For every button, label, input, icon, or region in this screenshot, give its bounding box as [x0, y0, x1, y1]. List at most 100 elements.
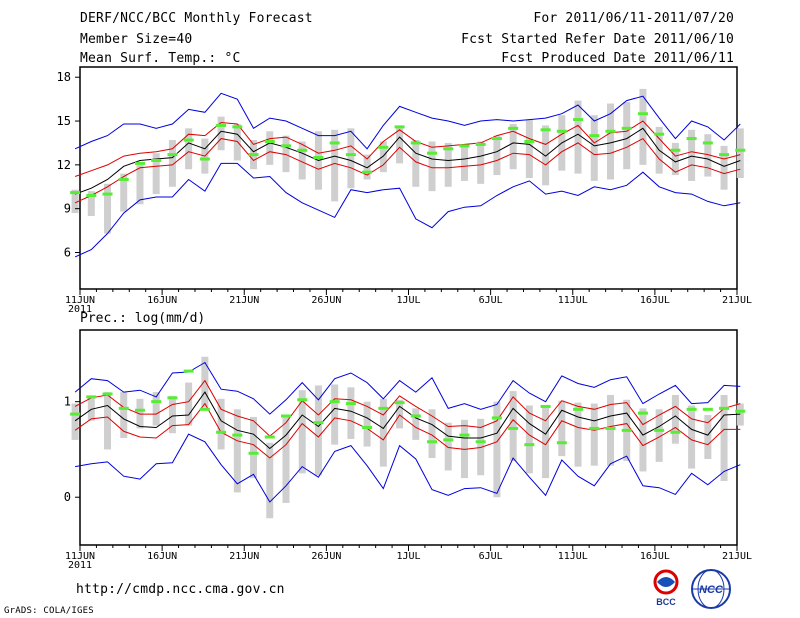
precipitation-median-mark	[443, 438, 454, 442]
temperature-ytick-label: 6	[64, 245, 71, 259]
precipitation-box	[298, 390, 306, 474]
temperature-median-mark	[362, 170, 373, 174]
temperature-median-mark	[394, 125, 405, 129]
precipitation-box	[639, 408, 647, 472]
bcc-logo-icon: BCC	[653, 569, 679, 607]
precipitation-median-mark	[654, 428, 665, 432]
precipitation-xtick-label: 11JUN	[65, 551, 95, 562]
precipitation-median-mark	[118, 406, 129, 410]
temperature-box	[412, 140, 420, 187]
precipitation-box	[331, 384, 339, 445]
temperature-box	[282, 135, 290, 173]
temperature-xtick-label: 1JUL	[396, 295, 420, 306]
temperature-panel: 6 9 12 15 18 11JUN 16JUN 21JUN 26JUN 1JUL 6JUL 11JU…	[57, 66, 752, 315]
temperature-median-mark	[508, 126, 519, 130]
temperature-median-mark	[427, 151, 438, 155]
precipitation-box	[168, 395, 176, 434]
precipitation-median-mark	[151, 400, 162, 404]
temperature-lower-line	[74, 137, 741, 204]
precipitation-median-mark	[605, 426, 616, 430]
temperature-median-mark	[443, 147, 454, 151]
precipitation-median-mark	[248, 451, 259, 455]
temperature-box	[688, 129, 696, 181]
precipitation-median-mark	[427, 440, 438, 444]
temperature-median-mark	[670, 148, 681, 152]
precipitation-median-mark	[508, 426, 519, 430]
temperature-median-mark	[524, 139, 535, 143]
source-url[interactable]: http://cmdp.ncc.cma.gov.cn	[76, 582, 285, 597]
temperature-median-mark	[621, 126, 632, 130]
precipitation-box	[606, 394, 614, 466]
precipitation-box	[704, 415, 712, 459]
precipitation-box	[71, 403, 79, 440]
precipitation-ytick-label: 1	[64, 395, 71, 409]
temperature-median-mark	[151, 158, 162, 162]
precipitation-median-mark	[134, 408, 145, 412]
temperature-box	[379, 141, 387, 173]
temperature-box	[120, 173, 128, 212]
precipitation-year-label: 2011	[68, 560, 92, 571]
precipitation-box	[233, 409, 241, 493]
precipitation-median-mark	[524, 443, 535, 447]
precipitation-median-mark	[719, 406, 730, 410]
precipitation-box	[347, 387, 355, 439]
temperature-median-mark	[589, 134, 600, 138]
ncc-logo-icon: NCC	[691, 569, 731, 609]
temperature-median-mark	[491, 137, 502, 141]
temperature-box	[217, 116, 225, 151]
temperature-box	[606, 103, 614, 180]
temperature-median-mark	[735, 148, 746, 152]
temperature-median-mark	[459, 144, 470, 148]
ncc-logo-text: NCC	[699, 584, 724, 596]
precipitation-xtick-label: 16JUL	[640, 551, 670, 562]
precipitation-box	[444, 422, 452, 471]
precipitation-variable-label: Prec.: log(mm/d)	[80, 311, 205, 326]
precipitation-box	[396, 399, 404, 429]
temperature-box	[574, 100, 582, 174]
precipitation-median-mark	[378, 406, 389, 410]
temperature-median-mark	[134, 161, 145, 165]
precipitation-box	[655, 409, 663, 462]
temperature-box	[347, 128, 355, 189]
temperature-median-mark	[345, 153, 356, 157]
temperature-ytick-label: 9	[64, 202, 71, 216]
temperature-median-mark	[102, 192, 113, 196]
temperature-box	[396, 125, 404, 164]
precipitation-xtick-label: 26JUN	[311, 551, 341, 562]
temperature-xtick-label: 6JUL	[479, 295, 503, 306]
precipitation-median-mark	[199, 407, 210, 411]
temperature-box	[152, 153, 160, 195]
temperature-xtick-label: 21JUN	[229, 295, 259, 306]
variable-label: Mean Surf. Temp.: °C	[80, 51, 241, 66]
precipitation-box	[201, 356, 209, 408]
precipitation-median-mark	[329, 400, 340, 404]
temperature-xtick-label: 16JUN	[147, 295, 177, 306]
chart-title: DERF/NCC/BCC Monthly Forecast	[80, 11, 313, 26]
temperature-median-mark	[378, 145, 389, 149]
precipitation-median-mark	[702, 407, 713, 411]
precipitation-xtick-label: 21JUL	[722, 551, 752, 562]
temperature-xtick-label: 21JUL	[722, 295, 752, 306]
precipitation-box	[493, 401, 501, 498]
precipitation-median-mark	[491, 416, 502, 420]
temperature-median-mark	[410, 141, 421, 145]
precipitation-median-mark	[459, 433, 470, 437]
temperature-median-mark	[702, 141, 713, 145]
precipitation-median-mark	[573, 407, 584, 411]
precipitation-xtick-label: 21JUN	[229, 551, 259, 562]
precipitation-median-mark	[70, 412, 81, 416]
precipitation-xtick-label: 16JUN	[147, 551, 177, 562]
precipitation-median-mark	[362, 425, 373, 429]
temperature-median-mark	[719, 153, 730, 157]
forecast-produced-date: Fcst Produced Date 2011/06/11	[501, 51, 734, 66]
temperature-box	[363, 154, 371, 180]
temperature-ytick-label: 15	[57, 114, 71, 128]
forecast-period: For 2011/06/11-2011/07/20	[533, 11, 734, 26]
temperature-box	[639, 88, 647, 165]
temperature-median-mark	[329, 141, 340, 145]
precipitation-median-mark	[670, 430, 681, 434]
temperature-xtick-label: 11JUL	[558, 295, 588, 306]
temperature-box	[720, 145, 728, 190]
precipitation-ytick-label: 0	[64, 490, 71, 504]
temperature-median-mark	[605, 129, 616, 133]
